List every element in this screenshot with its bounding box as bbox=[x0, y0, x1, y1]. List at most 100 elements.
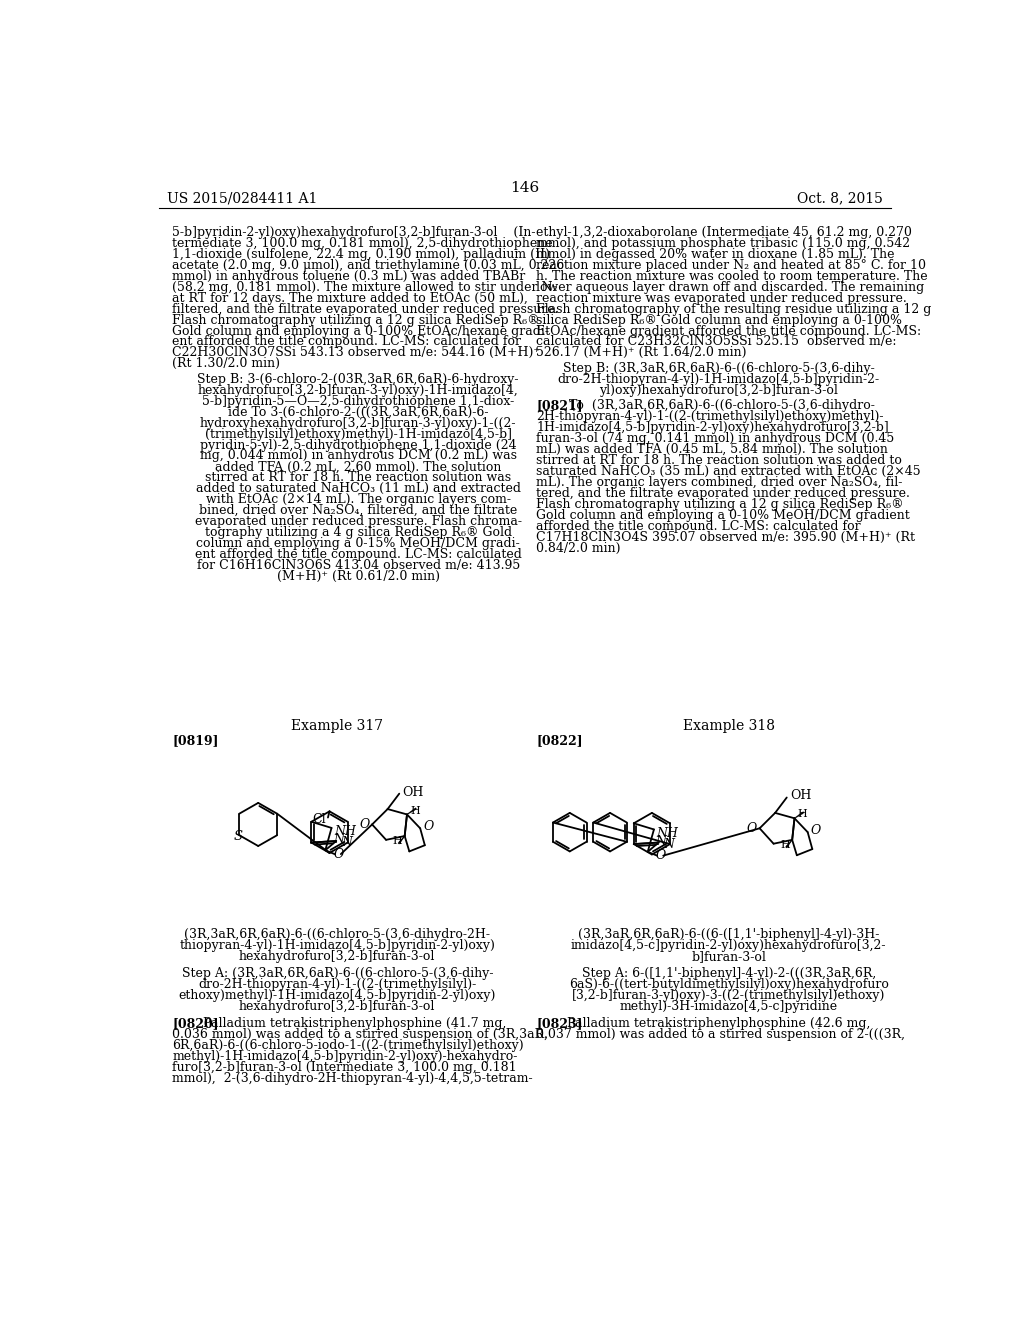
Text: Palladium tetrakistriphenylphosphine (42.6 mg,: Palladium tetrakistriphenylphosphine (42… bbox=[567, 1018, 870, 1030]
Text: 146: 146 bbox=[510, 181, 540, 194]
Text: ethyl-1,3,2-dioxaborolane (Intermediate 45, 61.2 mg, 0.270: ethyl-1,3,2-dioxaborolane (Intermediate … bbox=[537, 226, 912, 239]
Text: silica RediSep R₆® Gold column and employing a 0-100%: silica RediSep R₆® Gold column and emplo… bbox=[537, 314, 902, 326]
Text: H: H bbox=[410, 805, 420, 816]
Text: Palladium tetrakistriphenylphosphine (41.7 mg,: Palladium tetrakistriphenylphosphine (41… bbox=[203, 1018, 507, 1030]
Text: methyl)-1H-imidazo[4,5-b]pyridin-2-yl)oxy)-hexahydro-: methyl)-1H-imidazo[4,5-b]pyridin-2-yl)ox… bbox=[172, 1049, 517, 1063]
Text: EtOAc/hexane gradient afforded the title compound. LC-MS:: EtOAc/hexane gradient afforded the title… bbox=[537, 325, 922, 338]
Text: Flash chromatography utilizing a 12 g silica RediSep R₆®: Flash chromatography utilizing a 12 g si… bbox=[537, 498, 904, 511]
Text: S: S bbox=[233, 829, 243, 842]
Text: H: H bbox=[392, 837, 402, 846]
Text: OH: OH bbox=[790, 789, 811, 803]
Text: stirred at RT for 18 h. The reaction solution was added to: stirred at RT for 18 h. The reaction sol… bbox=[537, 454, 902, 467]
Text: [0819]: [0819] bbox=[172, 734, 219, 747]
Text: for C16H16ClN3O6S 413.04 observed m/e: 413.95: for C16H16ClN3O6S 413.04 observed m/e: 4… bbox=[197, 558, 520, 572]
Text: O: O bbox=[423, 820, 433, 833]
Text: tered, and the filtrate evaporated under reduced pressure.: tered, and the filtrate evaporated under… bbox=[537, 487, 910, 500]
Text: Step A: 6-([1,1'-biphenyl]-4-yl)-2-(((3R,3aR,6R,: Step A: 6-([1,1'-biphenyl]-4-yl)-2-(((3R… bbox=[582, 968, 876, 981]
Text: column and employing a 0-15% MeOH/DCM gradi-: column and employing a 0-15% MeOH/DCM gr… bbox=[197, 537, 520, 550]
Text: lower aqueous layer drawn off and discarded. The remaining: lower aqueous layer drawn off and discar… bbox=[537, 281, 925, 294]
Text: 6aS)-6-((tert-butyldimethylsilyl)oxy)hexahydrofuro: 6aS)-6-((tert-butyldimethylsilyl)oxy)hex… bbox=[568, 978, 889, 991]
Text: mL) was added TFA (0.45 mL, 5.84 mmol). The solution: mL) was added TFA (0.45 mL, 5.84 mmol). … bbox=[537, 444, 888, 457]
Text: 5-b]pyridin-5—O—2,5-dihydrothiophene 1,1-diox-: 5-b]pyridin-5—O—2,5-dihydrothiophene 1,1… bbox=[202, 395, 514, 408]
Text: Step B: (3R,3aR,6R,6aR)-6-((6-chloro-5-(3,6-dihy-: Step B: (3R,3aR,6R,6aR)-6-((6-chloro-5-(… bbox=[562, 362, 874, 375]
Text: 526.17 (M+H)⁺ (Rt 1.64/2.0 min): 526.17 (M+H)⁺ (Rt 1.64/2.0 min) bbox=[537, 346, 746, 359]
Text: 6R,6aR)-6-((6-chloro-5-iodo-1-((2-(trimethylsilyl)ethoxy): 6R,6aR)-6-((6-chloro-5-iodo-1-((2-(trime… bbox=[172, 1039, 524, 1052]
Text: Cl: Cl bbox=[312, 813, 326, 825]
Text: b]furan-3-ol: b]furan-3-ol bbox=[691, 950, 766, 964]
Text: mmol), and potassium phosphate tribasic (115.0 mg, 0.542: mmol), and potassium phosphate tribasic … bbox=[537, 238, 910, 249]
Text: (trimethylsilyl)ethoxy)methyl)-1H-imidazo[4,5-b]: (trimethylsilyl)ethoxy)methyl)-1H-imidaz… bbox=[205, 428, 512, 441]
Text: US 2015/0284411 A1: US 2015/0284411 A1 bbox=[167, 191, 317, 206]
Text: N: N bbox=[333, 833, 344, 846]
Text: added TFA (0.2 mL, 2.60 mmol). The solution: added TFA (0.2 mL, 2.60 mmol). The solut… bbox=[215, 461, 502, 474]
Text: added to saturated NaHCO₃ (11 mL) and extracted: added to saturated NaHCO₃ (11 mL) and ex… bbox=[196, 482, 520, 495]
Text: furo[3,2-b]furan-3-ol (Intermediate 3, 100.0 mg, 0.181: furo[3,2-b]furan-3-ol (Intermediate 3, 1… bbox=[172, 1061, 517, 1074]
Text: (M+H)⁺ (Rt 0.61/2.0 min): (M+H)⁺ (Rt 0.61/2.0 min) bbox=[276, 570, 439, 582]
Text: saturated NaHCO₃ (35 mL) and extracted with EtOAc (2×45: saturated NaHCO₃ (35 mL) and extracted w… bbox=[537, 465, 921, 478]
Text: ethoxy)methyl)-1H-imidazo[4,5-b]pyridin-2-yl)oxy): ethoxy)methyl)-1H-imidazo[4,5-b]pyridin-… bbox=[178, 989, 496, 1002]
Text: Gold column and employing a 0-100% EtOAc/hexane gradi-: Gold column and employing a 0-100% EtOAc… bbox=[172, 325, 549, 338]
Text: (Rt 1.30/2.0 min): (Rt 1.30/2.0 min) bbox=[172, 358, 281, 371]
Text: termediate 3, 100.0 mg, 0.181 mmol), 2,5-dihydrothiophene: termediate 3, 100.0 mg, 0.181 mmol), 2,5… bbox=[172, 238, 553, 249]
Text: H: H bbox=[780, 841, 790, 850]
Text: 0.037 mmol) was added to a stirred suspension of 2-(((3R,: 0.037 mmol) was added to a stirred suspe… bbox=[537, 1028, 905, 1041]
Text: (58.2 mg, 0.181 mmol). The mixture allowed to stir under N₂: (58.2 mg, 0.181 mmol). The mixture allow… bbox=[172, 281, 558, 294]
Text: O: O bbox=[655, 849, 666, 862]
Text: [0821]: [0821] bbox=[537, 400, 583, 412]
Text: mmol),  2-(3,6-dihydro-2H-thiopyran-4-yl)-4,4,5,5-tetram-: mmol), 2-(3,6-dihydro-2H-thiopyran-4-yl)… bbox=[172, 1072, 532, 1085]
Text: 0.036 mmol) was added to a stirred suspension of (3R,3aR,: 0.036 mmol) was added to a stirred suspe… bbox=[172, 1028, 548, 1041]
Text: 2H-thiopyran-4-yl)-1-((2-(trimethylsilyl)ethoxy)methyl)-: 2H-thiopyran-4-yl)-1-((2-(trimethylsilyl… bbox=[537, 411, 884, 424]
Text: dro-2H-thiopyran-4-yl)-1-((2-(trimethylsilyl)-: dro-2H-thiopyran-4-yl)-1-((2-(trimethyls… bbox=[198, 978, 476, 991]
Text: mg, 0.044 mmol) in anhydrous DCM (0.2 mL) was: mg, 0.044 mmol) in anhydrous DCM (0.2 mL… bbox=[200, 449, 517, 462]
Text: [0820]: [0820] bbox=[172, 1018, 219, 1030]
Text: C17H18ClN3O4S 395.07 observed m/e: 395.90 (M+H)⁺ (Rt: C17H18ClN3O4S 395.07 observed m/e: 395.9… bbox=[537, 531, 915, 544]
Text: O: O bbox=[746, 822, 757, 834]
Text: ent afforded the title compound. LC-MS: calculated for: ent afforded the title compound. LC-MS: … bbox=[172, 335, 521, 348]
Text: Step B: 3-(6-chloro-2-(03R,3aR,6R,6aR)-6-hydroxy-: Step B: 3-(6-chloro-2-(03R,3aR,6R,6aR)-6… bbox=[198, 374, 519, 385]
Text: at RT for 12 days. The mixture added to EtOAc (50 mL),: at RT for 12 days. The mixture added to … bbox=[172, 292, 528, 305]
Text: (3R,3aR,6R,6aR)-6-((6-([1,1'-biphenyl]-4-yl)-3H-: (3R,3aR,6R,6aR)-6-((6-([1,1'-biphenyl]-4… bbox=[578, 928, 880, 941]
Text: ide To 3-(6-chloro-2-(((3R,3aR,6R,6aR)-6-: ide To 3-(6-chloro-2-(((3R,3aR,6R,6aR)-6… bbox=[228, 405, 488, 418]
Text: [0823]: [0823] bbox=[537, 1018, 583, 1030]
Text: (3R,3aR,6R,6aR)-6-((6-chloro-5-(3,6-dihydro-2H-: (3R,3aR,6R,6aR)-6-((6-chloro-5-(3,6-dihy… bbox=[184, 928, 490, 941]
Text: [3,2-b]furan-3-yl)oxy)-3-((2-(trimethylsilyl)ethoxy): [3,2-b]furan-3-yl)oxy)-3-((2-(trimethyls… bbox=[572, 989, 886, 1002]
Text: bined, dried over Na₂SO₄, filtered, and the filtrate: bined, dried over Na₂SO₄, filtered, and … bbox=[199, 504, 517, 517]
Text: imidazo[4,5-c]pyridin-2-yl)oxy)hexahydrofuro[3,2-: imidazo[4,5-c]pyridin-2-yl)oxy)hexahydro… bbox=[570, 940, 887, 952]
Text: O: O bbox=[334, 847, 344, 861]
Text: thiopyran-4-yl)-1H-imidazo[4,5-b]pyridin-2-yl)oxy): thiopyran-4-yl)-1H-imidazo[4,5-b]pyridin… bbox=[179, 940, 496, 952]
Text: hexahydrofuro[3,2-b]furan-3-ol: hexahydrofuro[3,2-b]furan-3-ol bbox=[239, 1001, 435, 1014]
Text: mL). The organic layers combined, dried over Na₂SO₄, fil-: mL). The organic layers combined, dried … bbox=[537, 477, 903, 488]
Text: Gold column and employing a 0-10% MeOH/DCM gradient: Gold column and employing a 0-10% MeOH/D… bbox=[537, 508, 910, 521]
Text: OH: OH bbox=[402, 785, 424, 799]
Text: Flash chromatography utilizing a 12 g silica RediSep R₆®: Flash chromatography utilizing a 12 g si… bbox=[172, 314, 540, 326]
Text: evaporated under reduced pressure. Flash chroma-: evaporated under reduced pressure. Flash… bbox=[195, 515, 521, 528]
Text: [0822]: [0822] bbox=[537, 734, 583, 747]
Text: Step A: (3R,3aR,6R,6aR)-6-((6-chloro-5-(3,6-dihy-: Step A: (3R,3aR,6R,6aR)-6-((6-chloro-5-(… bbox=[181, 968, 493, 981]
Text: NH: NH bbox=[334, 825, 355, 838]
Text: h. The reaction mixture was cooled to room temperature. The: h. The reaction mixture was cooled to ro… bbox=[537, 269, 928, 282]
Text: methyl)-3H-imidazo[4,5-c]pyridine: methyl)-3H-imidazo[4,5-c]pyridine bbox=[620, 1001, 838, 1014]
Text: 1,1-dioxide (sulfolene, 22.4 mg, 0.190 mmol), palladium (II): 1,1-dioxide (sulfolene, 22.4 mg, 0.190 m… bbox=[172, 248, 550, 261]
Text: stirred at RT for 18 h. The reaction solution was: stirred at RT for 18 h. The reaction sol… bbox=[205, 471, 511, 484]
Text: dro-2H-thiopyran-4-yl)-1H-imidazo[4,5-b]pyridin-2-: dro-2H-thiopyran-4-yl)-1H-imidazo[4,5-b]… bbox=[557, 374, 880, 385]
Text: reaction mixture was evaporated under reduced pressure.: reaction mixture was evaporated under re… bbox=[537, 292, 907, 305]
Text: mmol) in degassed 20% water in dioxane (1.85 mL). The: mmol) in degassed 20% water in dioxane (… bbox=[537, 248, 895, 261]
Text: acetate (2.0 mg, 9.0 μmol), and triethylamine (0.03 mL, 0.226: acetate (2.0 mg, 9.0 μmol), and triethyl… bbox=[172, 259, 564, 272]
Text: N: N bbox=[341, 836, 352, 849]
Text: 0.84/2.0 min): 0.84/2.0 min) bbox=[537, 541, 621, 554]
Text: Example 317: Example 317 bbox=[291, 719, 383, 733]
Text: mmol) in anhydrous toluene (0.3 mL) was added TBABr: mmol) in anhydrous toluene (0.3 mL) was … bbox=[172, 269, 525, 282]
Text: afforded the title compound. LC-MS: calculated for: afforded the title compound. LC-MS: calc… bbox=[537, 520, 861, 533]
Text: Flash chromatography of the resulting residue utilizing a 12 g: Flash chromatography of the resulting re… bbox=[537, 302, 932, 315]
Text: yl)oxy)hexahydrofuro[3,2-b]furan-3-ol: yl)oxy)hexahydrofuro[3,2-b]furan-3-ol bbox=[599, 384, 838, 397]
Text: C22H30ClN3O7SSi 543.13 observed m/e: 544.16 (M+H)⁺: C22H30ClN3O7SSi 543.13 observed m/e: 544… bbox=[172, 346, 541, 359]
Text: To  (3R,3aR,6R,6aR)-6-((6-chloro-5-(3,6-dihydro-: To (3R,3aR,6R,6aR)-6-((6-chloro-5-(3,6-d… bbox=[569, 400, 874, 412]
Text: H: H bbox=[798, 809, 807, 820]
Text: O: O bbox=[359, 818, 370, 832]
Text: NH: NH bbox=[656, 826, 678, 840]
Text: 5-b]pyridin-2-yl)oxy)hexahydrofuro[3,2-b]furan-3-ol    (In-: 5-b]pyridin-2-yl)oxy)hexahydrofuro[3,2-b… bbox=[172, 226, 536, 239]
Text: filtered, and the filtrate evaporated under reduced pressure.: filtered, and the filtrate evaporated un… bbox=[172, 302, 559, 315]
Text: tography utilizing a 4 g silica RediSep R₆® Gold: tography utilizing a 4 g silica RediSep … bbox=[205, 525, 512, 539]
Text: Example 318: Example 318 bbox=[683, 719, 774, 733]
Text: ent afforded the title compound. LC-MS: calculated: ent afforded the title compound. LC-MS: … bbox=[195, 548, 521, 561]
